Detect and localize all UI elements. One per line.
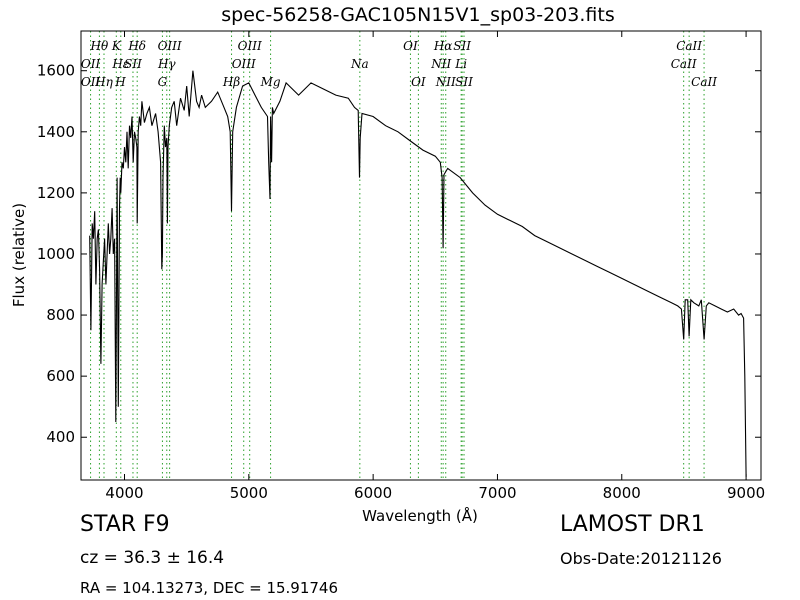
survey-name: LAMOST DR1 — [560, 512, 705, 537]
y-tick-label: 400 — [46, 428, 75, 446]
x-tick-label: 9000 — [727, 484, 765, 502]
spectral-line-label: Li — [454, 57, 467, 71]
object-class: STAR F9 — [80, 512, 170, 537]
spectral-line-label: CaII — [676, 39, 702, 53]
plot-frame — [80, 30, 762, 481]
spectral-line-label: Hγ — [157, 57, 176, 71]
spectral-line-label: H — [114, 75, 126, 89]
spectral-line-label: NII — [430, 57, 451, 71]
y-tick-label: 800 — [46, 306, 75, 324]
y-tick-label: 1600 — [37, 62, 75, 80]
spectral-line-label: OI — [411, 75, 426, 89]
y-axis-ticks: 400 600 800 1000 1200 1400 1600 — [37, 62, 761, 446]
spectral-line-markers — [90, 31, 705, 480]
y-tick-label: 600 — [46, 367, 75, 385]
x-tick-label: 7000 — [478, 484, 516, 502]
chart-title: spec-56258-GAC105N15V1_sp03-203.fits — [221, 4, 615, 26]
y-tick-label: 1000 — [37, 245, 75, 263]
redshift-value: cz = 36.3 ± 16.4 — [80, 548, 225, 568]
spectral-line-label: SII — [453, 39, 471, 53]
spectral-line-label: Hδ — [127, 39, 146, 53]
x-axis-ticks: 4000 5000 6000 7000 8000 9000 — [105, 31, 765, 502]
spectral-line-label: Mg — [260, 75, 281, 89]
x-tick-label: 6000 — [354, 484, 392, 502]
y-tick-label: 1400 — [37, 123, 75, 141]
x-tick-label: 5000 — [230, 484, 268, 502]
spectral-line-label: CaII — [691, 75, 717, 89]
spectral-line-label: OIII — [232, 57, 256, 71]
x-tick-label: 4000 — [105, 484, 143, 502]
y-axis-label: Flux (relative) — [10, 203, 28, 307]
spectral-line-label: OI — [403, 39, 418, 53]
spectral-line-label: CaII — [671, 57, 697, 71]
spectral-line-label: G — [158, 75, 168, 89]
y-tick-label: 1200 — [37, 184, 75, 202]
spectral-line-label: Na — [350, 57, 369, 71]
ra-dec-coordinates: RA = 104.13273, DEC = 15.91746 — [80, 579, 339, 597]
spectral-line-label: OII — [81, 57, 101, 71]
spectral-line-label: Hη — [94, 75, 113, 89]
observation-date: Obs-Date:20121126 — [560, 549, 722, 568]
x-tick-label: 8000 — [603, 484, 641, 502]
spectral-line-label: OIII — [238, 39, 262, 53]
spectral-line-label: Hα — [433, 39, 453, 53]
x-axis-label: Wavelength (Å) — [362, 506, 478, 525]
spectral-line-label: NII — [435, 75, 456, 89]
spectral-line-label: SII — [455, 75, 473, 89]
spectral-line-label: SII — [124, 57, 142, 71]
spectrum-series-line — [89, 70, 747, 477]
spectral-line-label: Hθ — [90, 39, 109, 53]
spectral-line-label: OIII — [158, 39, 182, 53]
spectral-line-label: OII — [81, 75, 101, 89]
spectral-line-label: Hβ — [222, 75, 240, 89]
spectral-line-label: Hε — [111, 57, 129, 71]
spectral-line-label: K — [111, 39, 122, 53]
